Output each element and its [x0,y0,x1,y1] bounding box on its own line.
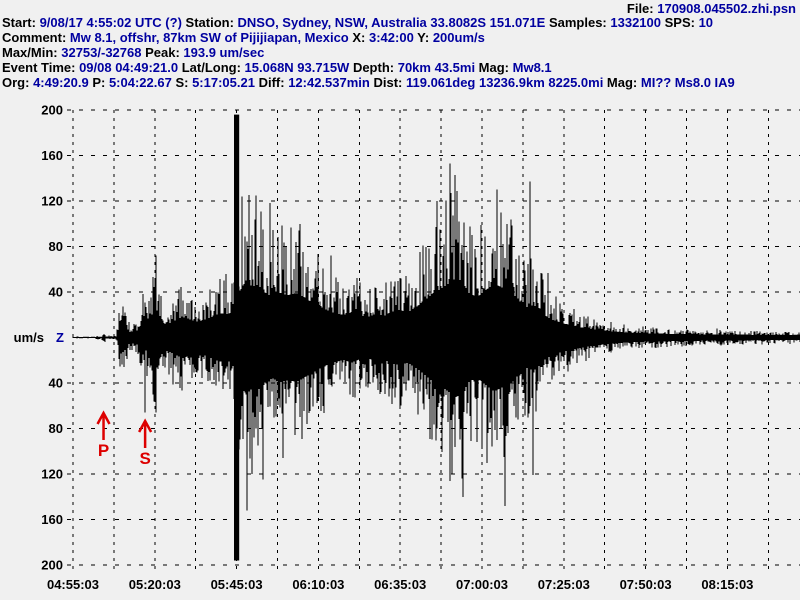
x-axis-tick-label: 05:45:03 [211,577,263,592]
x-axis-tick-label: 05:20:03 [129,577,181,592]
header-value: 1332100 [610,15,661,30]
header-label: Mag: [475,60,513,75]
file-name-line: File: 170908.045502.zhi.psn [627,2,796,16]
header-value: 70km 43.5mi [397,60,476,75]
s-arrival-label: S [139,449,150,468]
clipped-spike [234,114,240,561]
header-label: P: [88,75,109,90]
header-value: 170908.045502.zhi.psn [657,1,796,16]
p-arrival-arrow-icon [96,410,111,440]
header-value: 4:49:20.9 [33,75,89,90]
header-value: 09/08 04:49:21.0 [79,60,179,75]
y-axis-tick-label: 120 [41,467,63,482]
header-value: Mw 8.1, offshr, 87km SW of Pijijiapan, M… [69,30,349,45]
header-value: 200um/s [432,30,485,45]
header-value: 3:42:00 [368,30,414,45]
x-axis-tick-label: 07:00:03 [456,577,508,592]
x-axis-tick-label: 04:55:03 [47,577,99,592]
trace-spikes [144,174,534,511]
y-axis-tick-label: 80 [49,421,63,436]
header-label: Mag: [603,75,641,90]
info-line-5: Org: 4:49:20.9 P: 5:04:22.67 S: 5:17:05.… [2,76,735,90]
x-axis-tick-label: 07:50:03 [620,577,672,592]
header-label: Dist: [369,75,406,90]
header-value: 15.068N 93.715W [244,60,350,75]
info-line-2: Comment: Mw 8.1, offshr, 87km SW of Piji… [2,31,485,45]
info-line-3: Max/Min: 32753/-32768 Peak: 193.9 um/sec [2,46,264,60]
header-label: Depth: [349,60,398,75]
y-axis-tick-label: 200 [41,103,63,118]
header-value: DNSO, Sydney, NSW, Australia 33.8082S 15… [237,15,546,30]
header-value: 10 [698,15,714,30]
header-label: Org: [2,75,34,90]
header-value: 193.9 um/sec [183,45,265,60]
y-axis-tick-label: 40 [49,285,63,300]
header-label: Max/Min: [2,45,62,60]
y-axis-tick-label: 160 [41,512,63,527]
header-value: 9/08/17 4:55:02 UTC (?) [39,15,182,30]
header-label: Start: [2,15,40,30]
header-value: 119.061deg 13236.9km 8225.0mi [405,75,604,90]
header-value: Mw8.1 [512,60,552,75]
header-label: File: [626,1,658,16]
header-label: Peak: [141,45,184,60]
x-axis-tick-label: 07:25:03 [538,577,590,592]
header-value: 5:17:05.21 [192,75,255,90]
header-label: SPS: [661,15,699,30]
header-label: Diff: [254,75,289,90]
x-axis-tick-label: 06:10:03 [292,577,344,592]
header-label: Station: [181,15,238,30]
channel-label: Z [56,330,64,345]
header-value: MI?? Ms8.0 IA9 [640,75,735,90]
y-axis-tick-label: 200 [41,558,63,573]
x-axis-tick-label: 06:35:03 [374,577,426,592]
header-label: Event Time: [2,60,80,75]
info-line-1: Start: 9/08/17 4:55:02 UTC (?) Station: … [2,16,713,30]
header-label: X: [348,30,369,45]
info-line-4: Event Time: 09/08 04:49:21.0 Lat/Long: 1… [2,61,552,75]
header-value: 32753/-32768 [61,45,142,60]
x-axis-tick-label: 08:15:03 [701,577,753,592]
seismogram-trace [72,163,800,481]
y-axis-unit-label: um/s [14,330,44,345]
y-axis-tick-label: 40 [49,376,63,391]
p-arrival-label: P [98,441,109,460]
header-label: Lat/Long: [178,60,245,75]
header-label: Y: [413,30,433,45]
s-arrival-arrow-icon [138,418,153,448]
y-axis-tick-label: 80 [49,239,63,254]
y-axis-tick-label: 160 [41,148,63,163]
y-axis-tick-label: 120 [41,194,63,209]
header-value: 12:42.537min [288,75,370,90]
header-label: S: [171,75,193,90]
header-label: Comment: [2,30,70,45]
header-value: 5:04:22.67 [108,75,172,90]
header-label: Samples: [545,15,611,30]
